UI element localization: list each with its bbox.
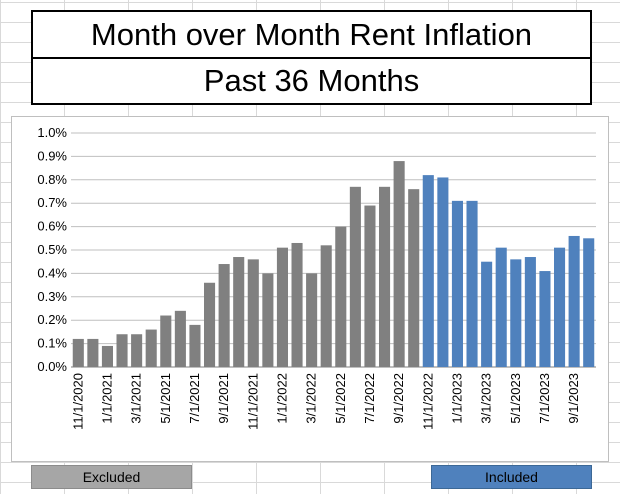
bar-2-1-2023 [466, 200, 478, 367]
bar-4-1-2022 [320, 245, 332, 367]
x-tick-label: 7/1/2023 [537, 373, 552, 424]
bar-10-1-2021 [233, 257, 245, 367]
bar-7-1-2021 [189, 324, 201, 367]
x-tick-label: 11/1/2020 [70, 373, 85, 430]
x-tick-label: 5/1/2022 [333, 373, 348, 424]
y-tick-label: 0.6% [37, 219, 67, 234]
bar-8-1-2021 [204, 282, 216, 367]
bar-9-1-2023 [568, 235, 580, 367]
y-tick-label: 0.5% [37, 242, 67, 257]
x-tick-label: 11/1/2021 [245, 373, 260, 430]
y-tick-label: 1.0% [37, 125, 67, 140]
bar-3-1-2023 [481, 261, 493, 367]
bar-9-1-2022 [393, 161, 405, 367]
bar-8-1-2023 [554, 247, 566, 367]
y-tick-label: 0.4% [37, 265, 67, 280]
legend-included: Included [431, 465, 592, 489]
y-tick-label: 0.2% [37, 312, 67, 327]
bar-1-1-2023 [451, 200, 463, 367]
bar-6-1-2023 [524, 257, 536, 367]
y-tick-label: 0.8% [37, 172, 67, 187]
bar-7-1-2023 [539, 271, 551, 367]
bar-3-1-2022 [306, 273, 318, 367]
bar-11-1-2022 [422, 175, 434, 367]
x-tick-label: 7/1/2021 [187, 373, 202, 424]
legend-excluded-label: Excluded [82, 469, 141, 485]
bar-10-1-2023 [583, 238, 595, 367]
legend-included-label: Included [485, 469, 538, 485]
y-tick-label: 0.0% [37, 359, 67, 374]
bar-3-1-2021 [131, 334, 143, 367]
x-tick-label: 9/1/2022 [391, 373, 406, 424]
chart-title: Month over Month Rent Inflation [31, 10, 592, 60]
x-tick-label: 3/1/2023 [479, 373, 494, 424]
bar-10-1-2022 [408, 189, 420, 367]
bar-4-1-2021 [145, 329, 157, 367]
bar-11-1-2021 [247, 259, 259, 367]
bar-6-1-2021 [174, 310, 186, 367]
bar-5-1-2021 [160, 315, 172, 367]
x-tick-label: 9/1/2021 [216, 373, 231, 424]
x-tick-label: 5/1/2023 [508, 373, 523, 424]
bar-12-1-2020 [87, 338, 99, 367]
x-tick-label: 11/1/2022 [420, 373, 435, 430]
bar-5-1-2022 [335, 226, 347, 367]
x-tick-label: 5/1/2021 [158, 373, 173, 424]
bar-9-1-2021 [218, 264, 230, 367]
y-tick-label: 0.9% [37, 148, 67, 163]
y-tick-label: 0.1% [37, 336, 67, 351]
bar-6-1-2022 [349, 186, 361, 367]
y-tick-label: 0.3% [37, 289, 67, 304]
bar-1-1-2021 [101, 345, 113, 367]
bar-8-1-2022 [379, 186, 391, 367]
chart-subtitle: Past 36 Months [31, 57, 592, 105]
bar-2-1-2021 [116, 334, 128, 367]
bar-7-1-2022 [364, 205, 376, 367]
x-tick-label: 3/1/2022 [304, 373, 319, 424]
bar-chart: 0.0% 0.1% 0.2% 0.3% 0.4% 0.5% 0.6% 0.7% 0.8% 0.9%… [37, 125, 596, 430]
bar-4-1-2023 [495, 247, 507, 367]
legend-excluded: Excluded [31, 465, 192, 489]
x-tick-label: 1/1/2022 [274, 373, 289, 424]
bar-12-1-2022 [437, 177, 449, 367]
y-tick-label: 0.7% [37, 195, 67, 210]
bar-11-1-2020 [72, 338, 84, 367]
bar-1-1-2022 [276, 247, 288, 367]
x-tick-label: 7/1/2022 [362, 373, 377, 424]
chart-area[interactable]: 0.0% 0.1% 0.2% 0.3% 0.4% 0.5% 0.6% 0.7% 0.8% 0.9%… [11, 116, 609, 462]
x-tick-label: 1/1/2021 [99, 373, 114, 424]
x-tick-label: 1/1/2023 [449, 373, 464, 424]
x-tick-label: 3/1/2021 [129, 373, 144, 424]
bar-12-1-2021 [262, 273, 274, 367]
bar-2-1-2022 [291, 242, 303, 367]
x-tick-label: 9/1/2023 [566, 373, 581, 424]
bar-5-1-2023 [510, 259, 522, 367]
